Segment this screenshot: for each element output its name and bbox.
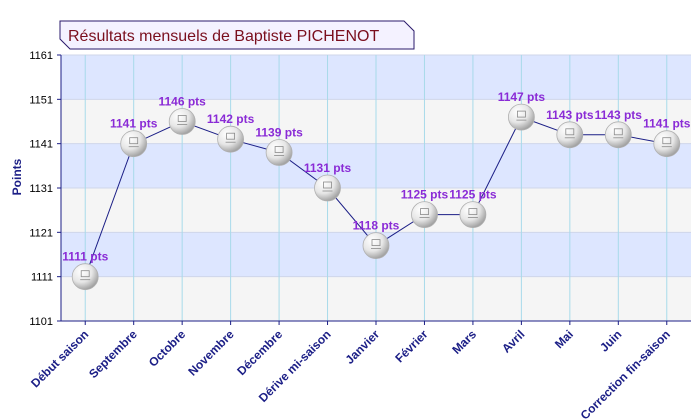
ball-logo-mark [662, 137, 672, 145]
y-tick-label: 1131 [29, 183, 53, 195]
data-point [653, 130, 681, 158]
ball-logo-mark [226, 132, 236, 140]
data-point [217, 125, 245, 153]
data-label: 1131 pts [304, 161, 352, 175]
x-tick-label: Mai [552, 327, 576, 351]
x-tick-label: Septembre [86, 327, 140, 381]
ball-logo-mark [177, 115, 187, 122]
ball-logo-mark [565, 128, 575, 136]
data-label: 1118 pts [353, 219, 400, 233]
y-tick-label: 1141 [29, 139, 53, 151]
data-label: 1141 pts [643, 117, 691, 131]
x-tick-label: Mars [449, 327, 479, 357]
data-points [71, 103, 681, 291]
chart-title: Résultats mensuels de Baptiste PICHENOT [59, 20, 415, 50]
data-point [265, 139, 293, 166]
y-tick-label: 1111 [31, 272, 53, 284]
ball-logo-mark [420, 208, 429, 216]
data-label: 1147 pts [498, 90, 546, 104]
data-label: 1139 pts [255, 126, 303, 140]
y-tick-label: 1161 [29, 50, 53, 62]
title-text: Résultats mensuels de Baptiste PICHENOT [68, 28, 379, 45]
data-point [508, 103, 535, 131]
data-label: 1142 pts [207, 112, 255, 126]
data-point [71, 263, 99, 291]
x-tick-label: Décembre [234, 327, 285, 378]
x-tick-label: Février [392, 327, 430, 365]
data-label: 1146 pts [158, 95, 206, 109]
ball-logo-mark [80, 270, 90, 278]
data-label: 1125 pts [401, 188, 449, 202]
data-point [362, 232, 390, 260]
data-label: 1143 pts [546, 108, 594, 122]
y-tick-label: 1101 [29, 316, 53, 328]
data-point [314, 174, 341, 202]
y-axis-ticks: 1101 1111 1121 1131 1141 1151 1161 [29, 50, 61, 328]
y-tick-label: 1121 [29, 227, 53, 239]
x-tick-label: Juin [597, 327, 624, 354]
x-tick-label: Novembre [185, 327, 237, 379]
title-box [59, 20, 415, 50]
data-point [120, 130, 148, 158]
data-label: 1141 pts [110, 117, 158, 131]
x-tick-label: Début saison [28, 327, 91, 390]
data-label: 1111 pts [62, 250, 108, 264]
x-tick-label: Octobre [146, 327, 189, 370]
x-tick-label: Correction fin-saison [578, 327, 673, 420]
data-label: 1143 pts [595, 108, 643, 122]
ball-logo-mark [129, 137, 139, 145]
x-tick-label: Janvier [343, 327, 383, 367]
ball-logo-mark [274, 146, 284, 153]
data-label: 1125 pts [449, 188, 497, 202]
data-point [604, 121, 632, 149]
ball-logo-mark [613, 128, 623, 136]
ball-logo-mark [371, 239, 381, 247]
data-point [556, 121, 584, 149]
ball-logo-mark [468, 208, 478, 216]
ball-logo-mark [517, 110, 526, 118]
data-point [459, 201, 487, 229]
y-tick-label: 1151 [29, 94, 53, 106]
data-point [411, 201, 438, 229]
x-tick-label: Avril [499, 327, 527, 355]
data-point [168, 108, 196, 135]
ball-logo-mark [323, 181, 332, 189]
y-axis-title: Points [10, 158, 24, 195]
